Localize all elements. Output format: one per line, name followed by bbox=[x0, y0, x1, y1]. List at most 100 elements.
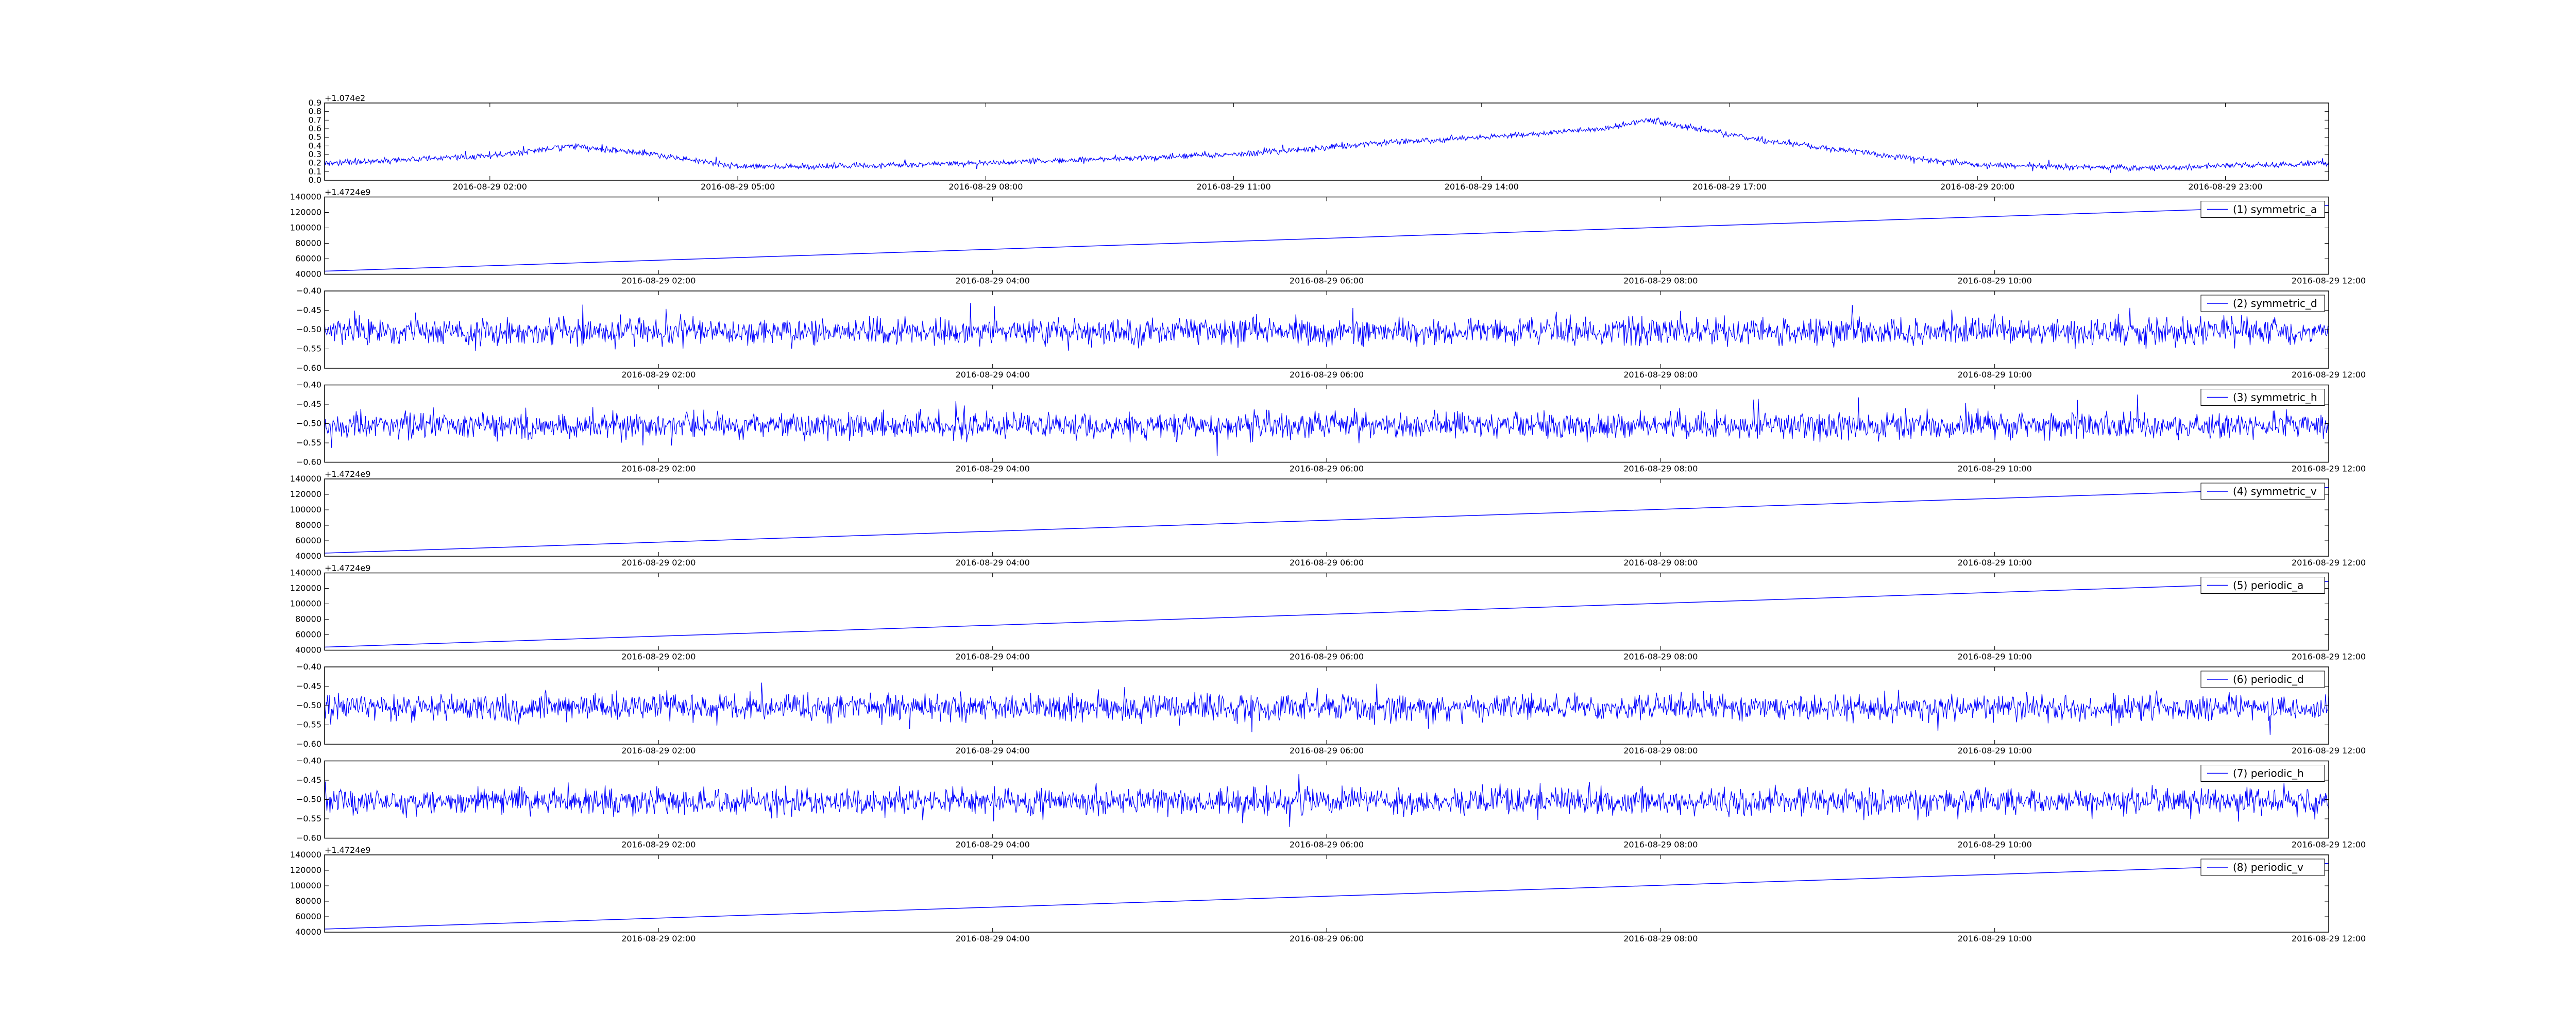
x-tick-label: 2016-08-29 06:00 bbox=[1290, 370, 1364, 380]
legend-label: (4) symmetric_v bbox=[2233, 485, 2317, 497]
x-tick-label: 2016-08-29 05:00 bbox=[701, 182, 775, 192]
x-tick-label: 2016-08-29 04:00 bbox=[956, 464, 1030, 474]
y-offset-label: +1.4724e9 bbox=[325, 563, 370, 573]
legend: (3) symmetric_h bbox=[2200, 389, 2325, 406]
series-group bbox=[325, 205, 2329, 272]
y-tick-label: 0.0 bbox=[309, 175, 321, 185]
axes-frame bbox=[324, 102, 2329, 181]
x-tick-label: 2016-08-29 06:00 bbox=[1290, 934, 1364, 943]
x-tick-label: 2016-08-29 08:00 bbox=[1623, 370, 1698, 380]
series-line bbox=[325, 863, 2329, 930]
x-tick-label: 2016-08-29 11:00 bbox=[1196, 182, 1270, 192]
axes-frame bbox=[324, 196, 2329, 275]
x-tick-label: 2016-08-29 10:00 bbox=[1958, 276, 2032, 286]
x-tick-label: 2016-08-29 04:00 bbox=[956, 276, 1030, 286]
y-tick-label: −0.45 bbox=[296, 681, 321, 691]
y-tick-label: 60000 bbox=[295, 536, 321, 545]
y-tick-label: 140000 bbox=[290, 474, 321, 484]
x-tick-label: 2016-08-29 10:00 bbox=[1958, 464, 2032, 474]
y-tick-label: 100000 bbox=[290, 881, 321, 890]
y-tick-label: 40000 bbox=[295, 551, 321, 561]
y-tick-label: 60000 bbox=[295, 254, 321, 264]
y-tick-label: 40000 bbox=[295, 269, 321, 279]
series-group bbox=[325, 394, 2329, 456]
x-tick-label: 2016-08-29 08:00 bbox=[1623, 934, 1698, 943]
y-tick-label: −0.45 bbox=[296, 399, 321, 409]
y-offset-label: +1.074e2 bbox=[325, 93, 365, 103]
x-tick-label: 2016-08-29 08:00 bbox=[1623, 652, 1698, 662]
x-tick-label: 2016-08-29 10:00 bbox=[1958, 558, 2032, 568]
x-tick-label: 2016-08-29 17:00 bbox=[1692, 182, 1767, 192]
x-tick-label: 2016-08-29 12:00 bbox=[2292, 934, 2366, 943]
y-tick-label: 0.6 bbox=[309, 124, 321, 133]
y-tick-label: 140000 bbox=[290, 192, 321, 202]
x-tick-label: 2016-08-29 04:00 bbox=[956, 746, 1030, 756]
series-group bbox=[325, 303, 2329, 351]
y-tick-label: 0.1 bbox=[309, 166, 321, 176]
y-tick-label: −0.55 bbox=[296, 438, 321, 448]
y-tick-label: −0.50 bbox=[296, 324, 321, 334]
series-line bbox=[325, 682, 2329, 735]
y-tick-label: −0.50 bbox=[296, 795, 321, 804]
y-tick-label: 140000 bbox=[290, 568, 321, 578]
x-tick-label: 2016-08-29 04:00 bbox=[956, 934, 1030, 943]
legend-label: (1) symmetric_a bbox=[2233, 203, 2317, 216]
series-group bbox=[325, 863, 2329, 930]
x-tick-label: 2016-08-29 04:00 bbox=[956, 370, 1030, 380]
x-tick-label: 2016-08-29 06:00 bbox=[1290, 276, 1364, 286]
legend: (5) periodic_a bbox=[2200, 577, 2325, 594]
x-tick-label: 2016-08-29 06:00 bbox=[1290, 464, 1364, 474]
y-tick-label: −0.60 bbox=[296, 739, 321, 749]
subplot-0: 0.00.10.20.30.40.50.60.70.80.9 2016-08-29… bbox=[309, 93, 2329, 192]
subplot-6: −0.60 −0.55 −0.50 −0.45 −0.40 2016-08-29 02:0… bbox=[296, 662, 2366, 756]
y-tick-label: −0.40 bbox=[296, 380, 321, 390]
axes-frame bbox=[324, 572, 2329, 651]
x-tick-label: 2016-08-29 12:00 bbox=[2292, 464, 2366, 474]
x-tick-label: 2016-08-29 08:00 bbox=[1623, 276, 1698, 286]
axes-frame bbox=[324, 478, 2329, 557]
y-tick-label: 140000 bbox=[290, 850, 321, 860]
x-tick-label: 2016-08-29 10:00 bbox=[1958, 370, 2032, 380]
series-line bbox=[325, 774, 2329, 827]
x-tick-label: 2016-08-29 06:00 bbox=[1290, 840, 1364, 850]
x-tick-label: 2016-08-29 12:00 bbox=[2292, 558, 2366, 568]
series-line bbox=[325, 394, 2329, 456]
y-tick-label: 60000 bbox=[295, 630, 321, 640]
y-offset-label: +1.4724e9 bbox=[325, 469, 370, 479]
x-tick-label: 2016-08-29 06:00 bbox=[1290, 652, 1364, 662]
x-tick-label: 2016-08-29 12:00 bbox=[2292, 746, 2366, 756]
y-tick-label: −0.40 bbox=[296, 286, 321, 296]
y-tick-label: 100000 bbox=[290, 223, 321, 233]
x-tick-label: 2016-08-29 02:00 bbox=[621, 370, 696, 380]
x-tick-label: 2016-08-29 10:00 bbox=[1958, 934, 2032, 943]
series-line bbox=[325, 581, 2329, 648]
legend: (2) symmetric_d bbox=[2200, 295, 2325, 312]
y-tick-label: −0.55 bbox=[296, 814, 321, 823]
subplot-4: 40000 60000 80000 100000 120000 140000 2016-08… bbox=[290, 469, 2366, 568]
y-tick-label: −0.40 bbox=[296, 662, 321, 672]
x-tick-label: 2016-08-29 02:00 bbox=[621, 840, 696, 850]
series-line bbox=[325, 117, 2329, 173]
y-offset-label: +1.4724e9 bbox=[325, 187, 370, 197]
subplot-7: −0.60 −0.55 −0.50 −0.45 −0.40 2016-08-29 02:0… bbox=[296, 756, 2366, 850]
x-tick-label: 2016-08-29 04:00 bbox=[956, 840, 1030, 850]
x-tick-label: 2016-08-29 02:00 bbox=[621, 464, 696, 474]
y-tick-label: 80000 bbox=[295, 520, 321, 530]
series-line bbox=[325, 303, 2329, 351]
y-tick-label: −0.50 bbox=[296, 419, 321, 428]
y-tick-label: −0.60 bbox=[296, 833, 321, 843]
subplot-5: 40000 60000 80000 100000 120000 140000 2016-08… bbox=[290, 563, 2366, 662]
subplot-3: −0.60 −0.55 −0.50 −0.45 −0.40 2016-08-29 02:0… bbox=[296, 380, 2366, 474]
legend-label: (3) symmetric_h bbox=[2233, 391, 2317, 404]
x-tick-label: 2016-08-29 12:00 bbox=[2292, 370, 2366, 380]
y-tick-label: 80000 bbox=[295, 238, 321, 248]
y-tick-label: 120000 bbox=[290, 208, 321, 217]
y-tick-label: −0.55 bbox=[296, 344, 321, 354]
legend: (8) periodic_v bbox=[2200, 859, 2325, 876]
x-tick-label: 2016-08-29 08:00 bbox=[948, 182, 1023, 192]
y-tick-label: 40000 bbox=[295, 645, 321, 655]
y-tick-label: 100000 bbox=[290, 599, 321, 609]
series-line bbox=[325, 487, 2329, 554]
x-tick-label: 2016-08-29 23:00 bbox=[2188, 182, 2262, 192]
